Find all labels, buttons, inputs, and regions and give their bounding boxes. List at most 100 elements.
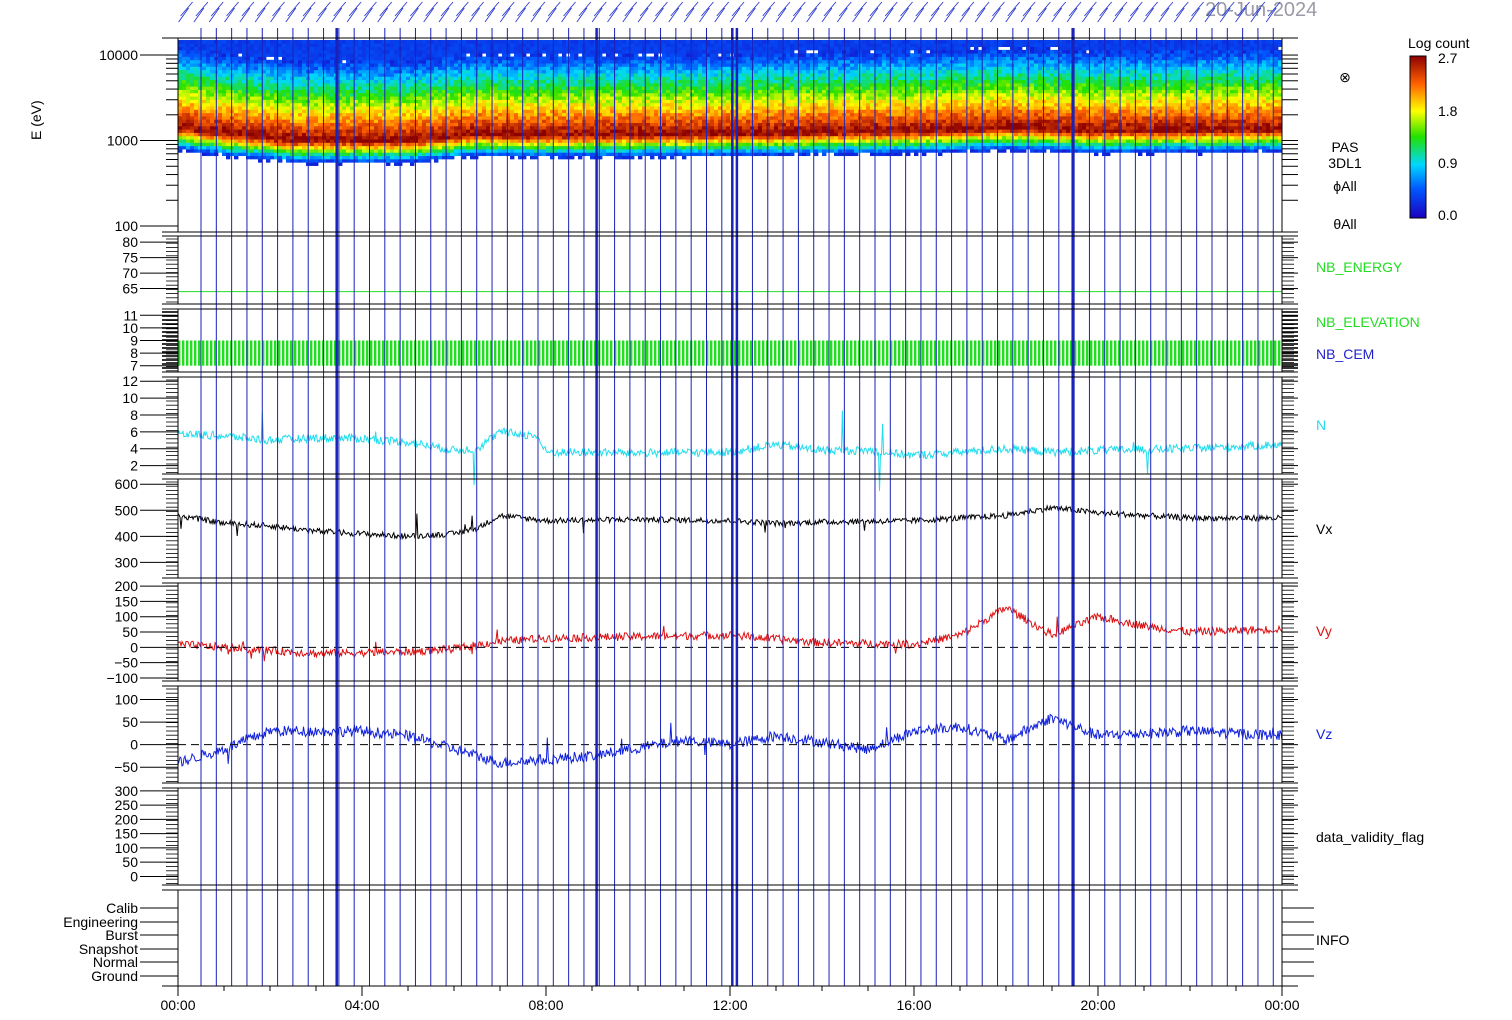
spectrogram-cell <box>486 129 491 133</box>
spectrogram-cell <box>422 69 427 74</box>
spectrogram-cell <box>186 49 191 54</box>
spectrogram-cell <box>558 125 563 130</box>
spectrogram-cell <box>626 53 631 57</box>
spectrogram-cell <box>410 73 415 77</box>
spectrogram-cell <box>202 139 207 143</box>
spectrogram-cell <box>534 82 539 87</box>
spectrogram-cell <box>694 129 699 133</box>
spectrogram-cell <box>362 129 367 133</box>
spectrogram-cell <box>694 149 699 153</box>
spectrogram-cell <box>422 49 427 54</box>
spectrogram-cell <box>294 109 299 114</box>
spectrogram-cell <box>274 106 279 110</box>
spectrogram-cell <box>330 152 335 157</box>
spectrogram-cell <box>694 53 699 57</box>
spectrogram-cell <box>258 149 263 153</box>
spectrogram-cell <box>522 73 527 77</box>
spectrogram-cell <box>698 152 703 157</box>
spectrogram-cell <box>682 115 687 120</box>
spectrogram-cell <box>338 145 343 150</box>
spectrogram-cell <box>666 79 671 84</box>
spectrogram-cell <box>210 92 215 97</box>
spectrogram-cell <box>402 109 407 114</box>
spectrogram-cell <box>538 119 543 123</box>
spectrogram-cell <box>374 119 379 123</box>
spectrogram-cell <box>514 139 519 143</box>
spectrogram-cell <box>678 122 683 127</box>
spectrogram-cell <box>602 152 607 157</box>
spectrogram-cell <box>414 40 419 44</box>
spectrogram-cell <box>302 115 307 120</box>
spectrogram-cell <box>266 158 271 163</box>
spectrogram-cell <box>554 76 559 81</box>
spectrogram-cell <box>702 82 707 87</box>
spectrogram-cell <box>686 152 691 157</box>
spectrogram-cell <box>358 59 363 64</box>
spectrogram-cell <box>282 106 287 110</box>
spectrogram-cell <box>250 99 255 104</box>
spectrogram-cell <box>370 152 375 157</box>
spectrogram-cell <box>642 69 647 74</box>
spectrogram-cell <box>290 119 295 123</box>
spectrogram-cell <box>642 79 647 84</box>
spectrogram-cell <box>290 145 295 150</box>
spectrogram-cell <box>502 149 507 153</box>
spectrogram-cell <box>386 40 391 44</box>
spectrogram-cell <box>226 92 231 97</box>
spectrogram-cell <box>474 46 479 51</box>
spectrogram-cell <box>422 132 427 137</box>
spectrogram-cell <box>274 109 279 114</box>
spectrogram-cell <box>426 152 431 157</box>
spectrogram-cell <box>494 89 499 94</box>
spectrogram-cell <box>578 106 583 110</box>
spectrogram-cell <box>210 76 215 81</box>
spectrogram-cell <box>722 125 727 130</box>
spectrogram-cell <box>602 49 607 54</box>
spectrogram-cell <box>618 53 623 57</box>
spectrogram-cell <box>570 49 575 54</box>
spectrogram-cell <box>514 82 519 87</box>
spectrogram-cell <box>702 115 707 120</box>
spectrogram-cell <box>390 46 395 51</box>
spectrogram-cell <box>666 135 671 140</box>
spectrogram-cell <box>446 69 451 74</box>
spectrogram-cell <box>642 119 647 123</box>
spectrogram-cell <box>662 73 667 77</box>
spectrogram-cell <box>478 56 483 61</box>
spectrogram-cell <box>534 129 539 133</box>
spectrogram-cell <box>190 129 195 133</box>
spectrogram-cell <box>626 69 631 74</box>
spectrogram-cell <box>602 142 607 147</box>
spectrogram-cell <box>446 132 451 137</box>
spectrogram-cell <box>502 63 507 67</box>
spectrogram-cell <box>474 49 479 54</box>
spectrogram-cell <box>330 69 335 74</box>
spectrogram-cell <box>346 89 351 94</box>
spectrogram-cell <box>230 59 235 64</box>
spectrogram-cell <box>598 102 603 107</box>
spectrogram-cell <box>682 49 687 54</box>
spectrogram-cell <box>206 79 211 84</box>
spectrogram-cell <box>470 40 475 44</box>
spectrogram-cell <box>342 56 347 61</box>
spectrogram-cell <box>442 142 447 147</box>
spectrogram-cell <box>590 109 595 114</box>
spectrogram-cell <box>374 115 379 120</box>
spectrogram-cell <box>678 73 683 77</box>
spectrogram-cell <box>274 73 279 77</box>
spectrogram-cell <box>242 125 247 130</box>
spectrogram-cell <box>578 132 583 137</box>
spectrogram-cell <box>346 99 351 104</box>
spectrogram-cell <box>330 119 335 123</box>
spectrogram-cell <box>238 122 243 127</box>
spectrogram-cell <box>654 122 659 127</box>
spectrogram-cell <box>630 86 635 90</box>
spectrogram-cell <box>614 99 619 104</box>
spectrogram-cell <box>610 53 615 57</box>
spectrogram-cell <box>206 142 211 147</box>
spectrogram-cell <box>722 92 727 97</box>
spectrogram-cell <box>190 109 195 114</box>
spectrogram-cell <box>250 102 255 107</box>
spectrogram-cell <box>630 152 635 157</box>
spectrogram-cell <box>726 46 731 51</box>
